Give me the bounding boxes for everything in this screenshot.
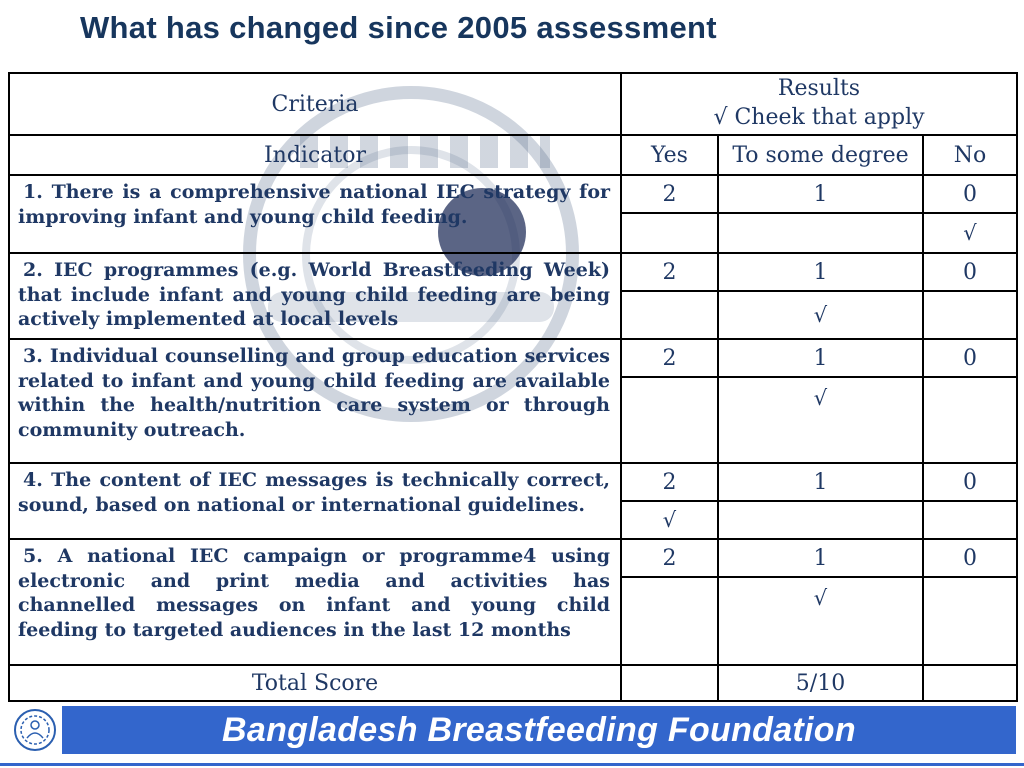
total-some: 5/10 — [717, 664, 924, 702]
check-some-2: √ — [717, 290, 924, 340]
check-yes-5 — [620, 576, 719, 666]
table-row-4: 4. The content of IEC messages is techni… — [8, 462, 1018, 540]
score-yes-5: 2 — [620, 538, 719, 578]
score-some-1: 1 — [717, 174, 924, 214]
score-no-2: 0 — [922, 252, 1018, 292]
check-some-1 — [717, 212, 924, 254]
foundation-logo-seal — [14, 709, 56, 751]
check-no-2 — [922, 290, 1018, 340]
indicator-header: Indicator — [8, 134, 622, 176]
check-no-5 — [922, 576, 1018, 666]
no-header: No — [922, 134, 1018, 176]
criteria-header: Criteria — [8, 72, 622, 136]
check-row-4: √ — [9, 500, 1018, 540]
check-no-1: √ — [922, 212, 1018, 254]
footer-banner: Bangladesh Breastfeeding Foundation — [8, 706, 1016, 754]
header-row-2: Indicator Yes To some degree No — [8, 134, 1018, 176]
score-yes-3: 2 — [620, 338, 719, 378]
criteria-cell-4: 4. The content of IEC messages is techni… — [8, 462, 622, 540]
check-no-3 — [922, 376, 1018, 464]
criteria-cell-5: 5. A national IEC campaign or programme4… — [8, 538, 622, 666]
total-no — [922, 664, 1018, 702]
check-no-4 — [922, 500, 1018, 540]
score-no-1: 0 — [922, 174, 1018, 214]
yes-header: Yes — [620, 134, 719, 176]
score-no-5: 0 — [922, 538, 1018, 578]
header-row-1: Criteria Results √ Cheek that apply — [8, 72, 1018, 136]
bottom-rule — [0, 763, 1024, 766]
total-score-label: Total Score — [8, 664, 622, 702]
footer-title: Bangladesh Breastfeeding Foundation — [222, 710, 856, 749]
assessment-table: Criteria Results √ Cheek that apply Indi… — [8, 72, 1018, 702]
check-row-3: √ — [9, 376, 1018, 464]
slide-title: What has changed since 2005 assessment — [80, 10, 717, 45]
score-yes-2: 2 — [620, 252, 719, 292]
criteria-cell-1: 1. There is a comprehensive national IEC… — [8, 174, 622, 254]
some-degree-header: To some degree — [717, 134, 924, 176]
criteria-cell-3: 3. Individual counselling and group educ… — [8, 338, 622, 464]
score-yes-4: 2 — [620, 462, 719, 502]
score-no-4: 0 — [922, 462, 1018, 502]
score-some-4: 1 — [717, 462, 924, 502]
check-some-4 — [717, 500, 924, 540]
table-row-1: 1. There is a comprehensive national IEC… — [8, 174, 1018, 254]
check-row-5: √ — [9, 576, 1018, 666]
table-row-2: 2. IEC programmes (e.g. World Breastfeed… — [8, 252, 1018, 340]
results-header: Results √ Cheek that apply — [620, 72, 1018, 136]
table-row-5: 5. A national IEC campaign or programme4… — [8, 538, 1018, 666]
check-some-5: √ — [717, 576, 924, 666]
foundation-logo — [8, 706, 62, 754]
check-yes-3 — [620, 376, 719, 464]
check-yes-2 — [620, 290, 719, 340]
check-row-2: √ — [9, 290, 1018, 340]
results-header-line2: √ Cheek that apply — [713, 105, 925, 130]
total-row: Total Score 5/10 — [8, 664, 1018, 702]
score-some-2: 1 — [717, 252, 924, 292]
score-some-5: 1 — [717, 538, 924, 578]
check-yes-4: √ — [620, 500, 719, 540]
check-row-1: √ — [9, 212, 1018, 254]
check-yes-1 — [620, 212, 719, 254]
criteria-cell-2: 2. IEC programmes (e.g. World Breastfeed… — [8, 252, 622, 340]
results-header-line1: Results — [777, 76, 861, 102]
score-some-3: 1 — [717, 338, 924, 378]
score-no-3: 0 — [922, 338, 1018, 378]
total-yes — [620, 664, 719, 702]
table-row-3: 3. Individual counselling and group educ… — [8, 338, 1018, 464]
score-yes-1: 2 — [620, 174, 719, 214]
check-some-3: √ — [717, 376, 924, 464]
